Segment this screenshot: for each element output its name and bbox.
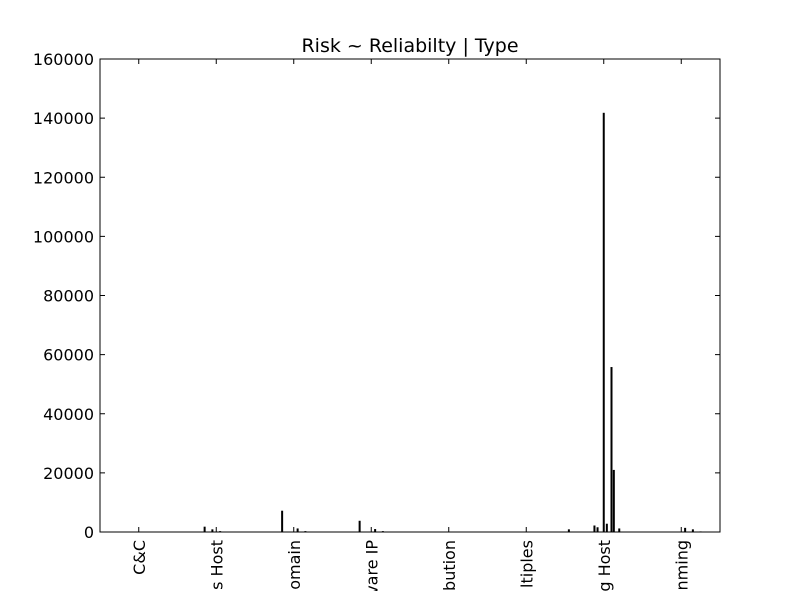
y-tick-label: 120000: [33, 168, 94, 187]
x-axis: C&C s Host omain vare IP bution ltiples g Host…: [130, 59, 691, 591]
x-tick-label: C&C: [130, 540, 149, 575]
x-tick-label: nming: [672, 540, 691, 590]
x-tick-label: bution: [440, 540, 459, 591]
x-tick-label: ltiples: [517, 540, 536, 588]
bar: [203, 526, 206, 532]
y-tick-label: 60000: [43, 346, 94, 365]
bar: [618, 528, 621, 532]
bar: [296, 528, 299, 532]
chart-title: Risk ~ Reliabilty | Type: [301, 35, 518, 57]
y-tick-label: 80000: [43, 287, 94, 306]
x-tick-label: omain: [285, 540, 304, 590]
y-tick-label: 20000: [43, 464, 94, 483]
bar: [605, 523, 608, 532]
bar: [358, 520, 361, 532]
bar: [596, 527, 599, 532]
y-axis: 0 20000 40000 60000 80000 100000 120000 140000 1…: [33, 50, 720, 542]
y-tick-label: 160000: [33, 50, 94, 69]
bars-layer: [137, 112, 702, 533]
bar: [281, 510, 284, 532]
bar: [374, 529, 377, 532]
bar: [211, 529, 214, 532]
bar: [684, 527, 687, 532]
bar: [612, 469, 615, 532]
bar: [602, 112, 605, 533]
x-tick-label: vare IP: [362, 540, 381, 591]
y-tick-label: 40000: [43, 405, 94, 424]
x-tick-label: s Host: [207, 540, 226, 590]
bar: [567, 529, 570, 532]
y-tick-label: 100000: [33, 227, 94, 246]
bar: [691, 529, 694, 532]
x-tick-label: g Host: [595, 540, 614, 591]
y-tick-label: 0: [84, 523, 94, 542]
bar: [610, 367, 613, 532]
plot-frame: [99, 58, 721, 533]
bar: [593, 525, 596, 532]
y-tick-label: 140000: [33, 109, 94, 128]
